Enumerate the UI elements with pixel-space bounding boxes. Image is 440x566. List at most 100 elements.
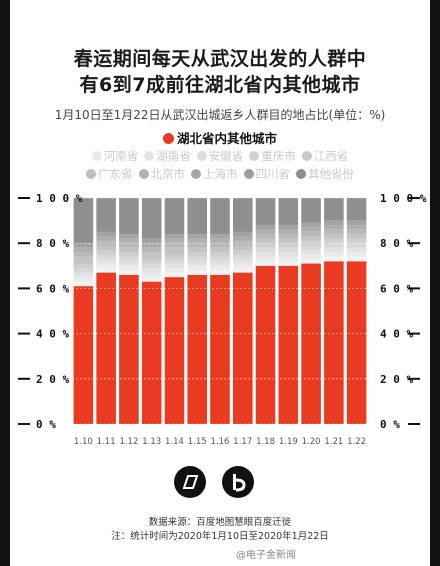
- right-frame-bar: [430, 0, 440, 566]
- bar-segment: [96, 249, 116, 255]
- bar-segment: [301, 236, 321, 241]
- y-tick-label-right: 2 0 %: [380, 373, 413, 386]
- bar-segment: [164, 263, 185, 269]
- bar-segment: [324, 261, 344, 424]
- bar-segment: [119, 261, 139, 266]
- bar-segment: [96, 240, 116, 246]
- bar-segment: [324, 238, 344, 244]
- bar-segment: [255, 247, 276, 253]
- bar-segment: [232, 268, 253, 273]
- bar-segment: [73, 281, 94, 287]
- bar-segment: [346, 243, 367, 248]
- bar-segment: [346, 229, 367, 235]
- bar-segment: [141, 243, 162, 248]
- bar-segment: [141, 263, 162, 269]
- bar-segment: [164, 238, 185, 244]
- bar-segment: [324, 243, 344, 248]
- publisher-logo-right: [222, 466, 254, 498]
- bar-segment: [96, 198, 116, 232]
- y-tick-label-right: 0 %: [380, 418, 400, 431]
- bar-segment: [119, 265, 139, 271]
- publisher-logo-left: [174, 466, 206, 498]
- bar-segment: [187, 261, 208, 266]
- bar-segment: [346, 220, 367, 226]
- bar-segment: [255, 238, 276, 244]
- bar-segment: [278, 243, 299, 248]
- bar-segment: [301, 222, 321, 228]
- y-tick-label-left: 8 0 %: [36, 237, 69, 250]
- y-tick-label-left: 6 0 %: [36, 282, 69, 295]
- legend-item-dot: [144, 151, 155, 161]
- bar-segment: [301, 240, 321, 246]
- bar-segment: [187, 270, 208, 275]
- bar-segment: [301, 249, 321, 255]
- legend-item-dot: [249, 151, 260, 161]
- bar-segment: [164, 247, 185, 255]
- bar-segment: [301, 259, 321, 264]
- y-tick-label-right: 4 0 %: [380, 328, 413, 341]
- bar-segment: [187, 274, 208, 424]
- bar-segment: [210, 247, 230, 253]
- bar-segment: [164, 254, 185, 260]
- bar-segment: [119, 252, 139, 257]
- bar-segment: [96, 259, 116, 264]
- y-tick-label-right: 1 0 0 %: [380, 192, 427, 205]
- x-tick-label: 1.17: [233, 437, 252, 447]
- bar-segment: [324, 256, 344, 262]
- bar-segment: [73, 252, 94, 257]
- bar-segment: [141, 259, 162, 264]
- bar-segment: [187, 256, 208, 262]
- bar-segment: [119, 238, 139, 244]
- legend-item-label: 江西省: [313, 149, 349, 163]
- legend-main-dot: [162, 133, 174, 144]
- x-tick-label: 1.18: [256, 437, 275, 447]
- bar-segment: [119, 198, 139, 235]
- bar-segment: [141, 252, 162, 260]
- watermark-text: @电子金新闻: [236, 550, 296, 561]
- x-tick-label: 1.14: [165, 437, 184, 447]
- bar-segment: [164, 272, 185, 278]
- bar-segment: [164, 259, 185, 264]
- bar-segment: [232, 254, 253, 260]
- bar-segment: [346, 261, 367, 424]
- bar-segment: [210, 274, 230, 424]
- bar-segment: [96, 272, 116, 424]
- bar-segment: [96, 245, 116, 250]
- bar-segment: [346, 256, 367, 262]
- bar-segment: [119, 247, 139, 253]
- bar-segment: [324, 252, 344, 257]
- chart-title-line2: 有6到7成前往湖北省内其他城市: [79, 74, 361, 96]
- left-frame-bar: [0, 0, 10, 566]
- bar-segment: [346, 238, 367, 244]
- bar-segment: [73, 277, 94, 282]
- legend-item-dot: [243, 169, 254, 179]
- bar-segment: [96, 231, 116, 237]
- bar-segment: [324, 247, 344, 253]
- bar-segment: [96, 254, 116, 260]
- bar-segment: [73, 272, 94, 278]
- chart-subtitle: 1月10日至1月22日从武汉出城返乡人群目的地占比(单位：%): [54, 108, 386, 122]
- bar-segment: [210, 234, 230, 239]
- publisher-logo-right-icon: [233, 474, 246, 492]
- legend-item-label: 上海市: [203, 167, 238, 181]
- bar-segment: [119, 243, 139, 248]
- legend-row-1: 河南省 湖南省 安徽省 重庆市 江西省: [0, 148, 440, 164]
- bar-segment: [232, 231, 253, 237]
- legend-item-entry: 河南省: [91, 148, 139, 164]
- bar-segment: [278, 252, 299, 257]
- bar-segment: [346, 198, 367, 221]
- legend-item-label: 河南省: [103, 149, 139, 163]
- y-tick-label-left: 1 0 0 %: [36, 192, 83, 205]
- bar-segment: [73, 198, 94, 244]
- legend-main-label: 湖北省内其他城市: [176, 131, 277, 146]
- bar-segment: [255, 252, 276, 257]
- bar-segment: [255, 234, 276, 239]
- bar-segment: [301, 198, 321, 223]
- bar-segment: [210, 198, 230, 235]
- legend-item-entry: 重庆市: [249, 148, 296, 164]
- bar-segment: [301, 245, 321, 250]
- bar-segment: [119, 234, 139, 239]
- y-tick-label-right: 6 0 %: [380, 282, 413, 295]
- bar-segment: [232, 263, 253, 269]
